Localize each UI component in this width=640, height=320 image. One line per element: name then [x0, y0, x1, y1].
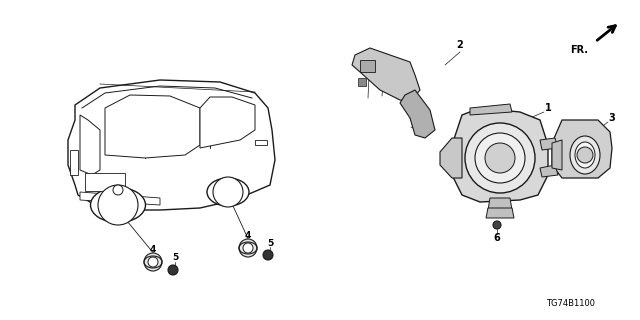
Polygon shape — [80, 192, 160, 205]
Text: 1: 1 — [545, 103, 552, 113]
Ellipse shape — [90, 188, 145, 222]
Polygon shape — [470, 104, 512, 115]
Circle shape — [144, 253, 162, 271]
Polygon shape — [452, 108, 548, 202]
Text: 5: 5 — [172, 253, 178, 262]
Bar — [358, 78, 366, 86]
Polygon shape — [400, 90, 435, 138]
Text: 3: 3 — [609, 113, 616, 123]
Circle shape — [243, 243, 253, 253]
Circle shape — [113, 185, 123, 195]
Polygon shape — [552, 120, 612, 178]
Polygon shape — [540, 138, 558, 150]
Polygon shape — [105, 95, 200, 158]
Circle shape — [465, 123, 535, 193]
Circle shape — [493, 221, 501, 229]
Bar — [255, 140, 267, 145]
Ellipse shape — [575, 142, 595, 168]
Ellipse shape — [570, 136, 600, 174]
Text: 5: 5 — [267, 238, 273, 247]
Polygon shape — [68, 80, 275, 210]
Circle shape — [475, 133, 525, 183]
Polygon shape — [80, 115, 100, 175]
Circle shape — [98, 185, 138, 225]
Polygon shape — [200, 97, 255, 148]
Bar — [70, 150, 78, 175]
Circle shape — [148, 257, 158, 267]
Circle shape — [168, 265, 178, 275]
Ellipse shape — [207, 178, 249, 206]
Circle shape — [213, 177, 243, 207]
Text: 4: 4 — [150, 244, 156, 253]
Circle shape — [263, 250, 273, 260]
Circle shape — [577, 147, 593, 163]
Polygon shape — [440, 138, 462, 178]
Bar — [85, 173, 125, 191]
Polygon shape — [352, 48, 420, 102]
Text: 6: 6 — [493, 233, 500, 243]
Polygon shape — [488, 198, 512, 210]
Text: FR.: FR. — [570, 45, 588, 55]
Text: TG74B1100: TG74B1100 — [546, 299, 595, 308]
Text: 4: 4 — [245, 230, 251, 239]
Polygon shape — [540, 165, 558, 177]
Circle shape — [239, 239, 257, 257]
Text: 2: 2 — [456, 40, 463, 50]
Circle shape — [485, 143, 515, 173]
Polygon shape — [486, 208, 514, 218]
Bar — [360, 60, 375, 72]
Polygon shape — [552, 140, 562, 170]
